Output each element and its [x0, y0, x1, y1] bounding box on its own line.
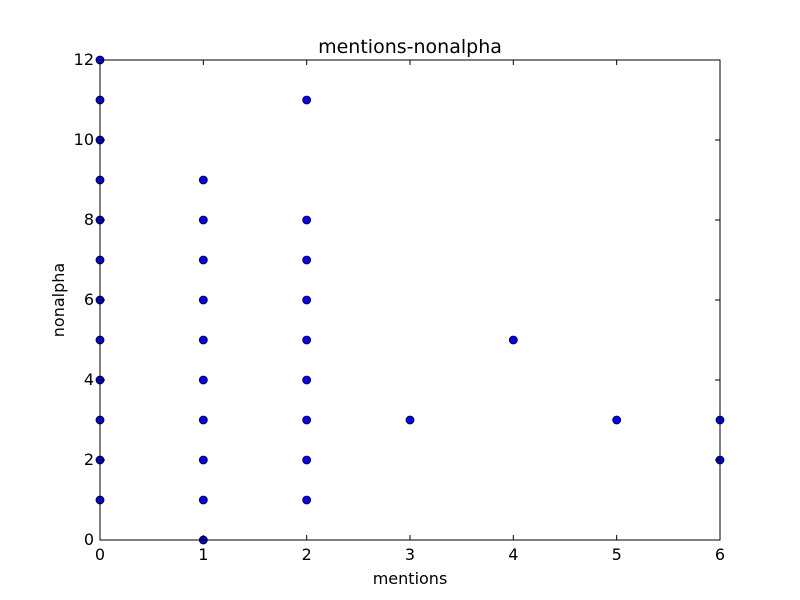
x-tick-label: 0	[95, 545, 105, 564]
data-point	[198, 415, 208, 425]
data-point	[198, 215, 208, 225]
x-tick-label: 3	[405, 545, 415, 564]
data-point	[198, 175, 208, 185]
x-tick-label: 6	[715, 545, 725, 564]
data-point	[508, 335, 518, 345]
y-tick-label: 0	[84, 530, 94, 549]
data-point	[302, 375, 312, 385]
x-tick-label: 5	[612, 545, 622, 564]
data-point	[198, 455, 208, 465]
y-tick-label: 6	[84, 290, 94, 309]
data-point	[302, 455, 312, 465]
data-point	[405, 415, 415, 425]
chart-title: mentions-nonalpha	[318, 36, 502, 58]
y-tick-label: 12	[74, 50, 94, 69]
y-axis-label: nonalpha	[49, 263, 68, 337]
data-point	[198, 375, 208, 385]
x-tick-label: 4	[508, 545, 518, 564]
data-point	[302, 495, 312, 505]
plot-frame	[99, 59, 721, 541]
data-point	[302, 415, 312, 425]
y-tick-label: 4	[84, 370, 94, 389]
x-tick-label: 1	[198, 545, 208, 564]
y-tick-label: 2	[84, 450, 94, 469]
data-point	[198, 335, 208, 345]
x-tick-label: 2	[302, 545, 312, 564]
data-point	[302, 295, 312, 305]
data-point	[302, 335, 312, 345]
data-point	[198, 295, 208, 305]
data-point	[302, 255, 312, 265]
y-tick-label: 10	[74, 130, 94, 149]
data-point	[612, 415, 622, 425]
y-tick-label: 8	[84, 210, 94, 229]
x-axis-label: mentions	[373, 569, 448, 588]
data-point	[302, 95, 312, 105]
data-point	[198, 495, 208, 505]
data-point	[198, 255, 208, 265]
points-layer	[95, 55, 725, 545]
data-point	[302, 215, 312, 225]
